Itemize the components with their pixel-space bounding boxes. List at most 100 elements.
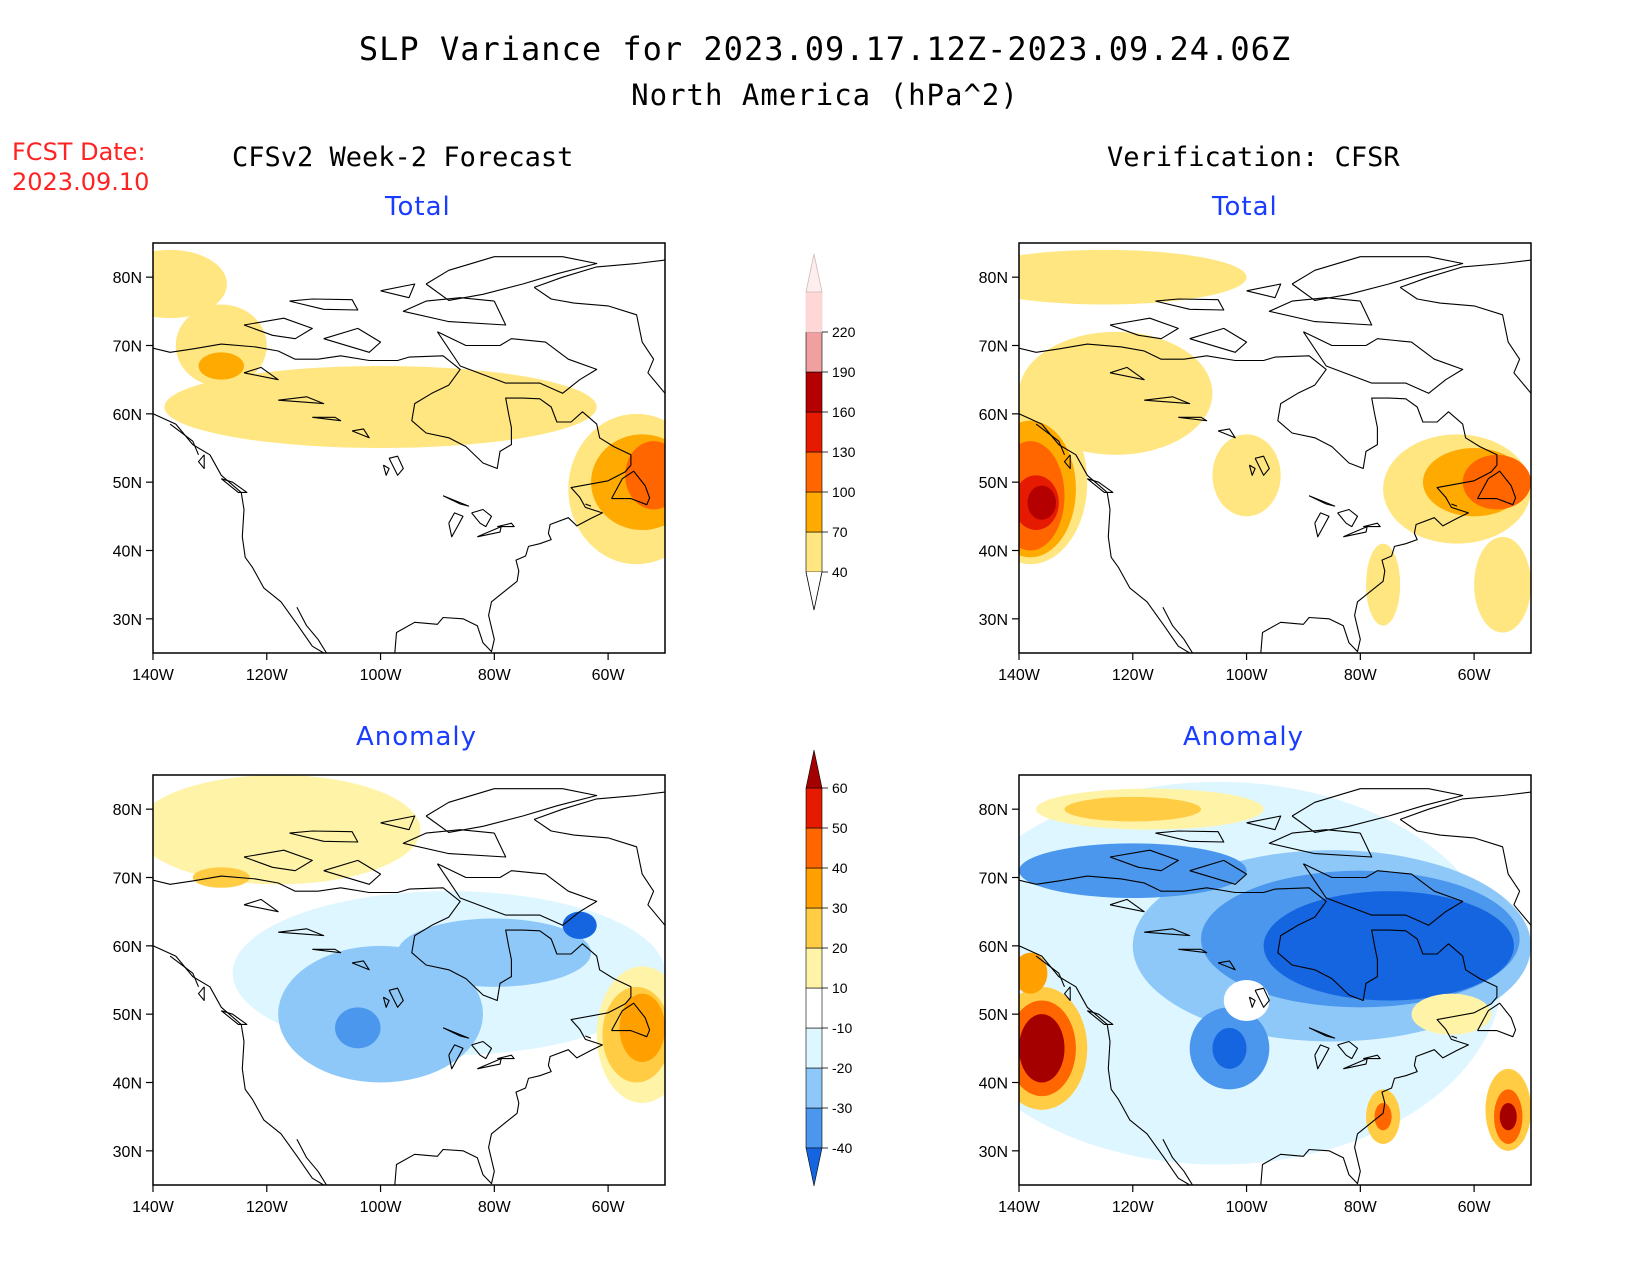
map-frame bbox=[152, 774, 666, 1186]
field-blob-0 bbox=[153, 249, 227, 319]
coastline-8 bbox=[1109, 849, 1179, 872]
coastline-9 bbox=[1189, 327, 1248, 353]
colorbar-low-arrow bbox=[805, 571, 823, 611]
coastline-0 bbox=[1019, 413, 1190, 653]
lon-tick-label: 100W bbox=[1226, 667, 1269, 684]
colorbar-segment-8 bbox=[805, 827, 823, 869]
coastline-18 bbox=[1363, 522, 1381, 528]
lat-tick-label: 70N bbox=[113, 339, 142, 356]
colorbar-segment-3 bbox=[805, 1027, 823, 1069]
coastline-25 bbox=[1035, 423, 1066, 456]
colorbar-segment-6 bbox=[805, 291, 823, 333]
coastline-27 bbox=[220, 478, 248, 493]
coastline-10 bbox=[289, 830, 359, 843]
lat-tick-label: 40N bbox=[113, 1076, 142, 1093]
panel-title-verification-anomaly: Anomaly bbox=[1183, 722, 1305, 752]
coastline-7 bbox=[425, 256, 598, 301]
coastline-15 bbox=[1314, 512, 1330, 538]
map-frame bbox=[152, 242, 666, 654]
coastline-24 bbox=[1217, 960, 1236, 971]
coastline-27 bbox=[1086, 1010, 1114, 1025]
coastline-20 bbox=[1248, 464, 1256, 476]
lat-tick-label: 60N bbox=[979, 939, 1008, 956]
map-panel-fcst-anomaly: 80N 70N 60N 50N 40N 30N 140W 120W 100W 80W 60W bbox=[113, 774, 666, 1216]
fcst-date-value: 2023.09.10 bbox=[12, 168, 150, 196]
lat-tick-label: 30N bbox=[113, 612, 142, 629]
coastline-23 bbox=[1178, 948, 1208, 954]
coastline-23 bbox=[312, 416, 342, 422]
coastline-12 bbox=[1399, 286, 1531, 395]
field-blob-10 bbox=[1027, 485, 1056, 520]
colorbar-label: 10 bbox=[832, 980, 848, 996]
lon-tick-label: 80W bbox=[1344, 667, 1378, 684]
coastline-14 bbox=[442, 1027, 470, 1039]
lon-tick-label: 120W bbox=[246, 667, 289, 684]
coastline-13 bbox=[1400, 791, 1531, 820]
colorbar-segment-2 bbox=[805, 451, 823, 493]
lon-tick-label: 140W bbox=[132, 667, 175, 684]
coastline-4 bbox=[611, 470, 651, 506]
colorbar-label: 60 bbox=[832, 780, 848, 796]
lon-tick-label: 140W bbox=[998, 1199, 1041, 1216]
field-blob-15 bbox=[1374, 1103, 1392, 1131]
coastline-6 bbox=[402, 297, 507, 326]
lon-tick-label: 100W bbox=[360, 667, 403, 684]
coastline-7 bbox=[1291, 256, 1464, 301]
coastline-19 bbox=[1254, 455, 1270, 476]
coastline-24 bbox=[351, 428, 370, 439]
lat-tick-label: 40N bbox=[979, 544, 1008, 561]
coastline-15 bbox=[448, 512, 464, 538]
map-panel-verif-anomaly: 80N 70N 60N 50N 40N 30N 140W 120W 100W 80W 60W bbox=[979, 774, 1532, 1216]
field-blob-12 bbox=[1462, 454, 1531, 510]
lat-tick-label: 80N bbox=[979, 802, 1008, 819]
lon-tick-label: 80W bbox=[478, 1199, 512, 1216]
coastline-14 bbox=[1308, 1027, 1336, 1039]
coastline-27 bbox=[1086, 478, 1114, 493]
lon-tick-label: 80W bbox=[478, 667, 512, 684]
colorbar-label: -40 bbox=[832, 1140, 852, 1156]
map-frame bbox=[1018, 242, 1532, 654]
field-blob-6 bbox=[1474, 536, 1531, 633]
lat-tick-label: 70N bbox=[979, 339, 1008, 356]
field-blob-1 bbox=[164, 366, 597, 448]
main-title: SLP Variance for 2023.09.17.12Z-2023.09.… bbox=[358, 30, 1292, 68]
coastline-0 bbox=[1019, 945, 1190, 1185]
lat-tick-label: 50N bbox=[979, 1007, 1008, 1024]
colorbar-low-arrow bbox=[805, 1147, 823, 1187]
colorbar-segment-0 bbox=[805, 531, 823, 573]
coastline-1 bbox=[296, 606, 327, 653]
colorbar-segment-7 bbox=[805, 867, 823, 909]
colorbar-label: 220 bbox=[832, 324, 856, 340]
verification-column-heading: Verification: CFSR bbox=[1107, 142, 1400, 173]
lat-tick-label: 80N bbox=[979, 270, 1008, 287]
lat-tick-label: 30N bbox=[979, 1144, 1008, 1161]
field-blob-5 bbox=[1366, 543, 1401, 626]
coastline-7 bbox=[425, 788, 598, 833]
coastline-23 bbox=[312, 948, 342, 954]
lat-tick-label: 80N bbox=[113, 270, 142, 287]
coastline-18 bbox=[497, 522, 515, 528]
coastline-8 bbox=[243, 317, 313, 340]
map-panel-fcst-total: 80N 70N 60N 50N 40N 30N 140W 120W 100W 80W 60W bbox=[113, 242, 666, 684]
coastlines bbox=[153, 256, 665, 653]
field-blob-8 bbox=[1064, 796, 1202, 822]
coastline-8 bbox=[1109, 317, 1179, 340]
coastline-1 bbox=[296, 1138, 327, 1185]
coastline-13 bbox=[534, 791, 665, 820]
fcst-date-label: FCST Date: bbox=[12, 138, 146, 166]
coastline-4 bbox=[611, 1002, 651, 1038]
subtitle: North America (hPa^2) bbox=[631, 78, 1019, 112]
coastline-22 bbox=[1144, 396, 1191, 405]
coastline-6 bbox=[1268, 297, 1373, 326]
lat-tick-label: 40N bbox=[113, 544, 142, 561]
colorbar-segment-5 bbox=[805, 947, 823, 989]
coastline-4 bbox=[1477, 470, 1517, 506]
coastline-11 bbox=[1246, 815, 1282, 831]
coastline-26 bbox=[197, 454, 205, 470]
coastline-21 bbox=[243, 898, 279, 913]
forecast-column-heading: CFSv2 Week-2 Forecast bbox=[232, 142, 574, 173]
shaded-field bbox=[153, 249, 665, 565]
field-blob-4 bbox=[1019, 843, 1247, 898]
lat-tick-label: 80N bbox=[113, 802, 142, 819]
